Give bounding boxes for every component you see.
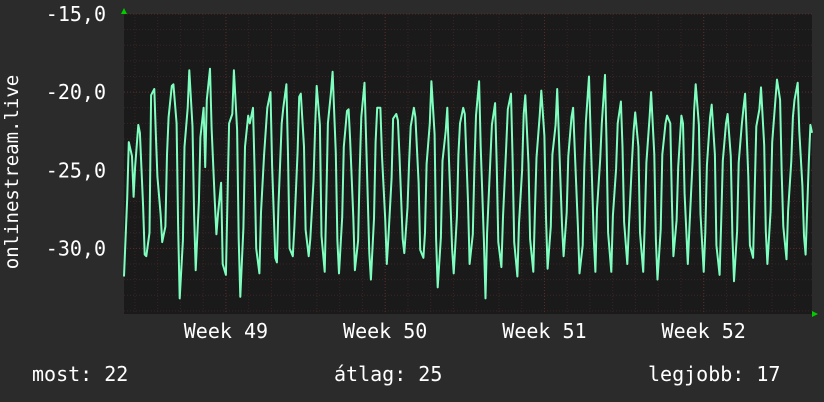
x-tick-label: Week 52 bbox=[662, 319, 746, 343]
y-axis-arrow-icon bbox=[121, 8, 127, 14]
y-axis-title: onlinestream.live bbox=[1, 75, 23, 269]
plot-area bbox=[124, 14, 812, 314]
x-tick-label: Week 49 bbox=[184, 319, 268, 343]
y-tick-label: -25,0 bbox=[46, 158, 106, 182]
stat-best: legjobb: 17 bbox=[648, 362, 781, 386]
x-tick-label: Week 50 bbox=[343, 319, 427, 343]
y-tick-labels: -15,0 -20,0 -25,0 -30,0 bbox=[46, 2, 106, 260]
stat-current: most: 22 bbox=[32, 362, 129, 386]
stat-average: átlag: 25 bbox=[334, 362, 443, 386]
series-line bbox=[123, 67, 813, 300]
x-tick-label: Week 51 bbox=[502, 319, 586, 343]
y-tick-label: -30,0 bbox=[46, 236, 106, 260]
x-axis-arrow-icon bbox=[812, 311, 818, 317]
y-tick-label: -20,0 bbox=[46, 80, 106, 104]
x-tick-labels: Week 49 Week 50 Week 51 Week 52 bbox=[184, 319, 746, 343]
y-tick-label: -15,0 bbox=[46, 2, 106, 26]
